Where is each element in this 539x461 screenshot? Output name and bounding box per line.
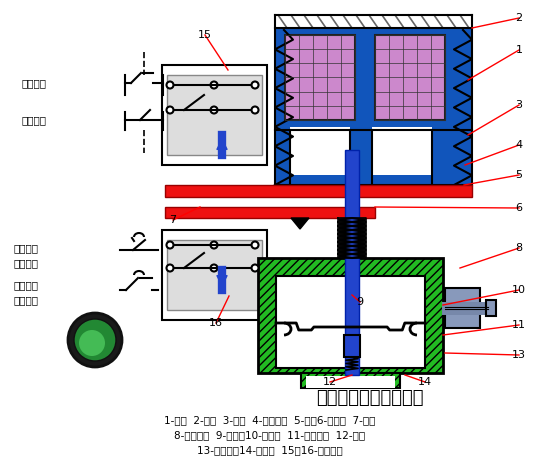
Text: 1: 1 xyxy=(515,45,522,55)
Text: 延时闭合: 延时闭合 xyxy=(14,280,39,290)
Circle shape xyxy=(167,242,174,248)
Bar xyxy=(285,35,355,120)
Circle shape xyxy=(211,242,218,248)
Circle shape xyxy=(167,265,174,272)
Bar xyxy=(162,230,267,320)
Text: 10: 10 xyxy=(512,285,526,295)
Text: 13-调节螺杆14-进气孔  15、16-微动开关: 13-调节螺杆14-进气孔 15、16-微动开关 xyxy=(197,445,343,455)
Circle shape xyxy=(211,106,218,113)
Text: 8: 8 xyxy=(515,243,523,253)
Bar xyxy=(486,300,496,316)
Bar xyxy=(162,65,267,165)
Text: 16: 16 xyxy=(209,318,223,328)
Circle shape xyxy=(252,106,259,113)
Bar xyxy=(445,288,480,328)
Circle shape xyxy=(79,330,105,356)
Text: 常闭触头: 常闭触头 xyxy=(14,258,39,268)
Circle shape xyxy=(252,242,259,248)
Text: 12: 12 xyxy=(323,377,337,387)
Circle shape xyxy=(252,265,259,272)
Circle shape xyxy=(252,82,259,89)
Bar xyxy=(167,75,262,155)
Text: 3: 3 xyxy=(515,100,522,110)
Text: 延时断开: 延时断开 xyxy=(14,243,39,253)
Text: 8-塔形弹簧  9-弱弹簧10-橡皮膜  11-空气室壁  12-活塞: 8-塔形弹簧 9-弱弹簧10-橡皮膜 11-空气室壁 12-活塞 xyxy=(175,430,365,440)
Circle shape xyxy=(167,106,174,113)
Text: 15: 15 xyxy=(198,30,212,40)
Bar xyxy=(276,276,425,368)
Bar xyxy=(306,376,395,388)
Text: 通电延时型时间继电器: 通电延时型时间继电器 xyxy=(316,389,424,407)
Text: 13: 13 xyxy=(512,350,526,360)
Circle shape xyxy=(74,319,116,361)
Bar xyxy=(344,335,360,357)
Bar xyxy=(165,207,375,218)
Text: 4: 4 xyxy=(515,140,523,150)
Bar xyxy=(165,185,472,197)
Bar xyxy=(275,27,472,185)
Circle shape xyxy=(211,265,218,272)
Text: 6: 6 xyxy=(515,203,522,213)
Bar xyxy=(290,127,350,175)
Polygon shape xyxy=(291,218,309,229)
Bar xyxy=(301,373,400,388)
Text: 5: 5 xyxy=(515,170,522,180)
Text: 9: 9 xyxy=(356,297,364,307)
Circle shape xyxy=(211,82,218,89)
Bar xyxy=(375,35,445,120)
Bar xyxy=(258,258,443,373)
Bar xyxy=(372,127,432,175)
Text: 7: 7 xyxy=(169,215,177,225)
Text: 1-线圈  2-铁心  3-衔铁  4-反力弹簧  5-推板6-活塞杆  7-杠杆: 1-线圈 2-铁心 3-衔铁 4-反力弹簧 5-推板6-活塞杆 7-杠杆 xyxy=(164,415,376,425)
Text: 2: 2 xyxy=(515,13,523,23)
Bar xyxy=(167,240,262,310)
Text: 瞬动常开: 瞬动常开 xyxy=(22,78,47,88)
Circle shape xyxy=(167,82,174,89)
Text: 常开触头: 常开触头 xyxy=(14,295,39,305)
Text: 瞬动常闭: 瞬动常闭 xyxy=(22,115,47,125)
Bar xyxy=(345,150,359,375)
Circle shape xyxy=(68,313,122,367)
Text: 11: 11 xyxy=(512,320,526,330)
Text: 14: 14 xyxy=(418,377,432,387)
